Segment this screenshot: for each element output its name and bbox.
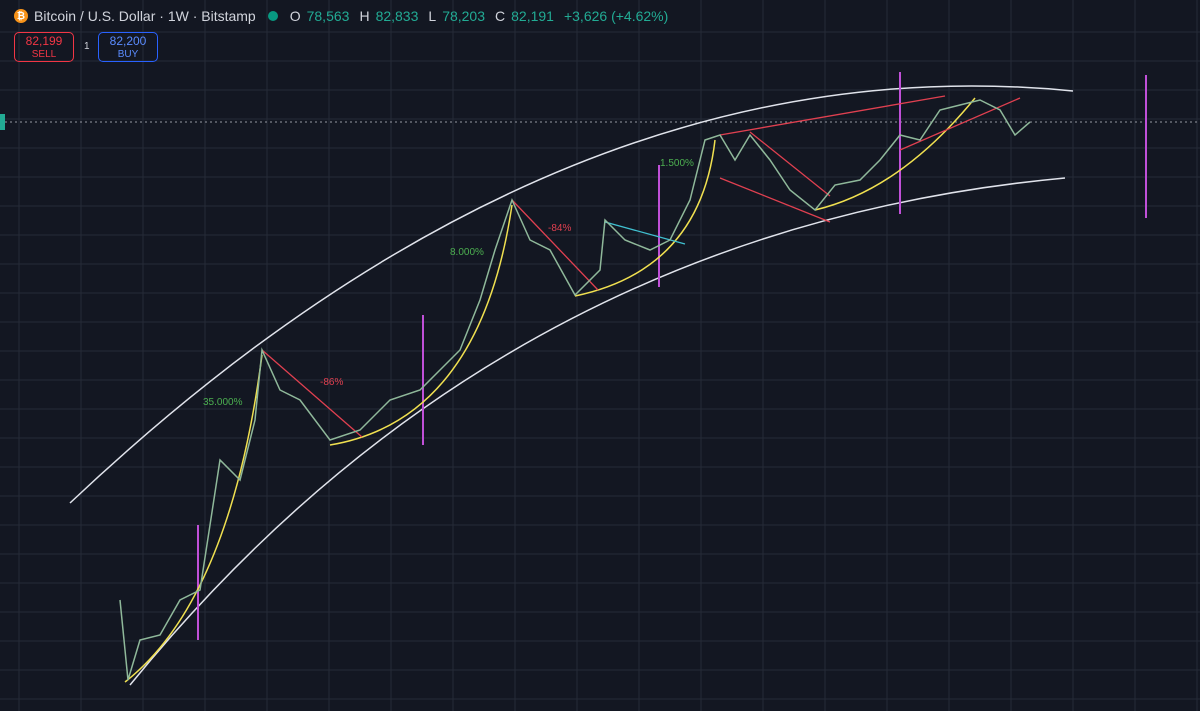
buy-button[interactable]: 82,200 BUY (98, 32, 158, 62)
sell-button[interactable]: 82,199 SELL (14, 32, 74, 62)
change: +3,626 (+4.62%) (563, 8, 669, 24)
ohlc-value: 82,191 (511, 8, 554, 24)
trend-line (719, 177, 831, 223)
symbol-header: ₿ Bitcoin / U.S. Dollar · 1W · Bitstamp … (14, 8, 672, 24)
growth-curve (329, 204, 513, 446)
trend-line (749, 131, 831, 197)
market-status (267, 11, 278, 21)
ohlc-value: 82,833 (375, 8, 419, 24)
coin-icon: ₿ (14, 9, 28, 23)
ohlc-value: 78,563 (306, 8, 350, 24)
price-path (119, 99, 1031, 681)
ohlc-label: H (359, 8, 370, 24)
buy-price: 82,200 (109, 34, 147, 48)
trend-line (719, 95, 946, 136)
annotation: 8.000% (450, 247, 484, 258)
upper-channel (69, 85, 1074, 504)
trend-lines (261, 95, 1021, 438)
growth-curve (574, 139, 716, 297)
cycle-markers (197, 72, 1147, 640)
trend-line (899, 97, 1021, 151)
symbol-title[interactable]: Bitcoin / U.S. Dollar · 1W · Bitstamp (34, 8, 256, 24)
annotation: -84% (548, 223, 571, 234)
trend-line (511, 199, 599, 291)
buy-label: BUY (117, 49, 139, 60)
price-marker (0, 114, 5, 130)
trend-line (604, 221, 686, 245)
ohlc-label: C (495, 8, 506, 24)
trend-line (261, 349, 363, 438)
annotation: 35.000% (203, 397, 243, 408)
sell-price: 82,199 (25, 34, 63, 48)
growth-curves (124, 97, 976, 683)
annotation: -86% (320, 377, 343, 388)
ohlc-value: 78,203 (442, 8, 486, 24)
ohlc-label: O (289, 8, 301, 24)
spread: 1 (84, 41, 90, 52)
sell-label: SELL (31, 49, 57, 60)
lower-channel (129, 177, 1066, 686)
growth-curve (814, 97, 976, 211)
annotation: 1.500% (660, 158, 694, 169)
growth-curve (124, 354, 263, 683)
ohlc-label: L (428, 8, 437, 24)
